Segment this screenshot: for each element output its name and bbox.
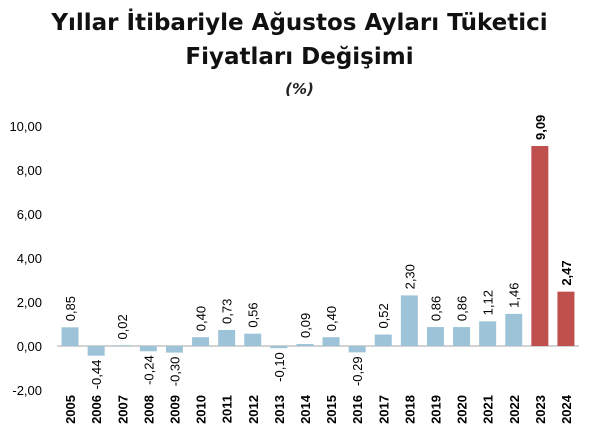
x-tick-label: 2017 <box>376 395 391 424</box>
bar-value-label: 0,56 <box>246 302 261 327</box>
bar-value-label: -0,30 <box>167 357 182 387</box>
bar-value-label: 9,09 <box>533 115 548 140</box>
bar <box>322 337 340 346</box>
bar <box>400 295 418 346</box>
x-tick-label: 2013 <box>272 395 287 424</box>
bar-value-label: -0,24 <box>141 355 156 385</box>
y-tick-label: 4,00 <box>17 251 42 266</box>
bar <box>270 346 288 349</box>
x-tick-label: 2021 <box>481 395 496 424</box>
bar-value-label: -0,29 <box>350 356 365 386</box>
y-tick-label: 0,00 <box>17 339 42 354</box>
x-tick-label: 2023 <box>533 395 548 424</box>
bar-value-label: 2,30 <box>402 264 417 289</box>
x-tick-label: 2007 <box>115 395 130 424</box>
x-tick-label: 2010 <box>194 395 209 424</box>
bar <box>296 344 314 346</box>
bar-value-label: 0,73 <box>220 299 235 324</box>
bar <box>113 345 131 346</box>
bar-value-label: 1,46 <box>507 283 522 308</box>
x-tick-label: 2006 <box>89 395 104 424</box>
y-tick-label: 2,00 <box>17 295 42 310</box>
x-tick-label: 2014 <box>298 394 313 424</box>
x-tick-label: 2012 <box>246 395 261 424</box>
x-tick-label: 2022 <box>507 395 522 424</box>
x-tick-label: 2005 <box>63 395 78 424</box>
x-tick-label: 2019 <box>428 395 443 424</box>
chart-title-line-1: Yıllar İtibariyle Ağustos Ayları Tüketic… <box>51 10 548 36</box>
x-tick-label: 2011 <box>220 395 235 423</box>
bar <box>426 327 444 346</box>
bar <box>87 346 105 356</box>
bar <box>165 346 183 353</box>
x-tick-label: 2020 <box>455 395 470 424</box>
bar-value-label: 1,12 <box>481 290 496 315</box>
bar <box>139 346 157 352</box>
bar <box>374 334 392 346</box>
bar-value-label: 0,85 <box>63 296 78 321</box>
bar-value-label: 0,40 <box>194 306 209 331</box>
y-tick-label: 8,00 <box>17 163 42 178</box>
bar-value-label: -0,10 <box>272 352 287 382</box>
x-tick-label: 2016 <box>350 395 365 424</box>
bar <box>192 337 210 346</box>
y-tick-label: 10,00 <box>9 119 42 134</box>
bar <box>557 291 575 346</box>
bar-value-label: 0,52 <box>376 303 391 328</box>
x-tick-label: 2024 <box>559 394 574 424</box>
bar-value-label: -0,44 <box>89 360 104 390</box>
bar-value-label: 0,09 <box>298 313 313 338</box>
x-tick-label: 2015 <box>324 395 339 424</box>
y-tick-label: 6,00 <box>17 207 42 222</box>
bar-value-label: 0,86 <box>428 296 443 321</box>
bar <box>348 346 366 353</box>
bar <box>244 333 262 346</box>
x-tick-label: 2008 <box>141 395 156 424</box>
x-tick-label: 2009 <box>167 395 182 424</box>
y-tick-label: -2,00 <box>12 383 42 398</box>
bar-value-label: 0,40 <box>324 306 339 331</box>
bar-value-label: 0,86 <box>455 296 470 321</box>
bar <box>453 327 471 346</box>
bar <box>218 329 236 346</box>
chart-subtitle: (%) <box>285 80 314 98</box>
bar <box>61 327 79 346</box>
bar <box>531 146 549 346</box>
x-tick-label: 2018 <box>402 395 417 424</box>
bar-value-label: 2,47 <box>559 260 574 285</box>
chart-title-line-2: Fiyatları Değişimi <box>185 44 414 70</box>
chart-title: Yıllar İtibariyle Ağustos Ayları Tüketic… <box>0 6 599 74</box>
bar <box>479 321 497 346</box>
bar <box>505 313 523 346</box>
bar-value-label: 0,02 <box>115 314 130 339</box>
